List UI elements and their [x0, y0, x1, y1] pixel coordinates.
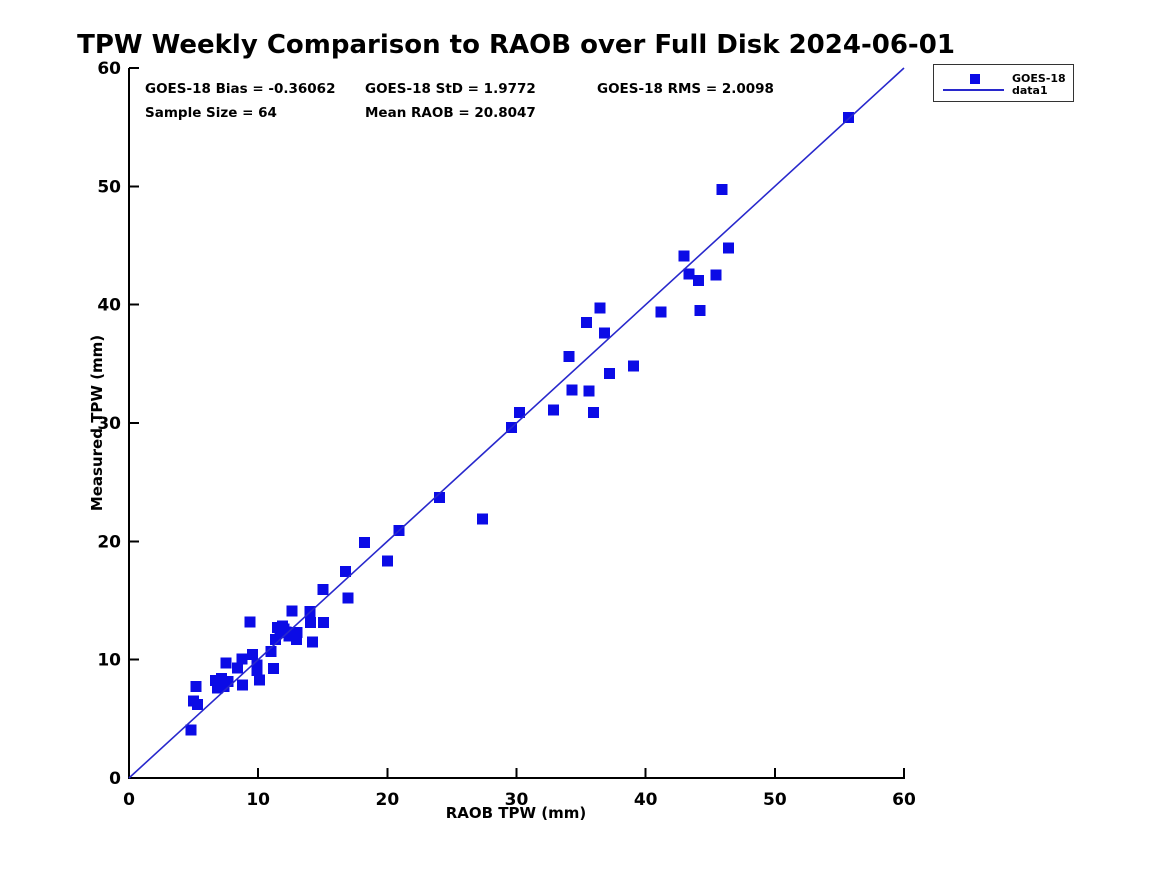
- data-point-marker: [283, 630, 295, 642]
- x-tick-label: 60: [892, 790, 916, 810]
- data-point-marker: [191, 699, 203, 711]
- data-point-marker: [244, 616, 256, 628]
- data-point-marker: [359, 537, 371, 549]
- data-point-marker: [185, 724, 197, 736]
- data-point-marker: [304, 616, 316, 628]
- data-point-marker: [604, 367, 615, 379]
- data-point-marker: [253, 674, 265, 686]
- data-point-marker: [381, 555, 393, 567]
- data-point-marker: [547, 404, 559, 416]
- data-point-marker: [678, 250, 690, 262]
- legend-label-goes18: GOES-18: [1012, 72, 1066, 85]
- data-point-marker: [694, 305, 706, 317]
- x-axis-label: RAOB TPW (mm): [445, 804, 587, 822]
- data-point-marker: [220, 657, 232, 669]
- y-tick-label: 0: [109, 769, 121, 789]
- legend-marker-swatch: [970, 74, 980, 84]
- chart-title: TPW Weekly Comparison to RAOB over Full …: [77, 30, 955, 60]
- data-point-marker: [286, 605, 298, 617]
- data-point-marker: [237, 679, 249, 691]
- data-point-marker: [627, 360, 639, 372]
- data-point-marker: [236, 653, 248, 665]
- legend-label-data1: data1: [1012, 84, 1048, 97]
- data-point-marker: [434, 492, 446, 504]
- data-point-marker: [563, 351, 575, 363]
- data-point-marker: [476, 513, 488, 525]
- data-point-marker: [268, 663, 280, 675]
- x-tick-label: 40: [634, 790, 658, 810]
- data-point-marker: [583, 385, 595, 397]
- data-point-marker: [655, 306, 667, 318]
- data-point-marker: [290, 634, 302, 646]
- y-tick-label: 20: [97, 532, 121, 552]
- stat-sample-size: Sample Size = 64: [145, 105, 277, 121]
- y-tick-label: 30: [97, 414, 121, 434]
- data-point-marker: [265, 645, 277, 657]
- legend-box: GOES-18 data1: [933, 64, 1074, 102]
- data-point-marker: [213, 677, 225, 689]
- data-point-marker: [587, 406, 599, 418]
- data-point-marker: [598, 327, 610, 339]
- y-tick-label: 50: [97, 177, 121, 197]
- data-point-marker: [722, 242, 734, 254]
- x-tick-label: 10: [246, 790, 270, 810]
- data-point-marker: [842, 112, 854, 124]
- data-point-marker: [566, 384, 578, 396]
- y-tick-label: 60: [97, 59, 121, 79]
- y-tick-label: 10: [97, 651, 121, 671]
- data-point-marker: [710, 269, 722, 281]
- legend-line-swatch: [943, 89, 1004, 91]
- stat-mean-raob: Mean RAOB = 20.8047: [365, 105, 536, 121]
- data-point-marker: [693, 274, 705, 286]
- data-point-marker: [291, 626, 303, 638]
- data-point-marker: [342, 592, 354, 604]
- x-tick-label: 50: [763, 790, 787, 810]
- stat-bias: GOES-18 Bias = -0.36062: [145, 81, 336, 97]
- data-point-marker: [251, 664, 263, 676]
- x-tick-label: 0: [123, 790, 135, 810]
- stat-rms: GOES-18 RMS = 2.0098: [597, 81, 774, 97]
- data-point-marker: [317, 616, 329, 628]
- data-point-marker: [278, 623, 290, 635]
- data-point-marker: [514, 406, 526, 418]
- data-point-marker: [580, 316, 592, 328]
- identity-line: [128, 67, 905, 779]
- data-point-marker: [306, 636, 318, 648]
- data-point-marker: [190, 680, 202, 692]
- data-point-marker: [594, 302, 606, 314]
- data-point-marker: [339, 566, 351, 578]
- data-point-marker: [270, 634, 282, 646]
- y-tick-label: 40: [97, 296, 121, 316]
- data-point-marker: [232, 662, 243, 674]
- data-point-marker: [683, 268, 695, 280]
- data-point-marker: [716, 183, 728, 195]
- data-point-marker: [222, 676, 234, 688]
- stat-std: GOES-18 StD = 1.9772: [365, 81, 536, 97]
- data-point-marker: [246, 648, 258, 660]
- x-tick-label: 30: [505, 790, 529, 810]
- x-tick-label: 20: [375, 790, 399, 810]
- data-point-marker: [317, 583, 329, 595]
